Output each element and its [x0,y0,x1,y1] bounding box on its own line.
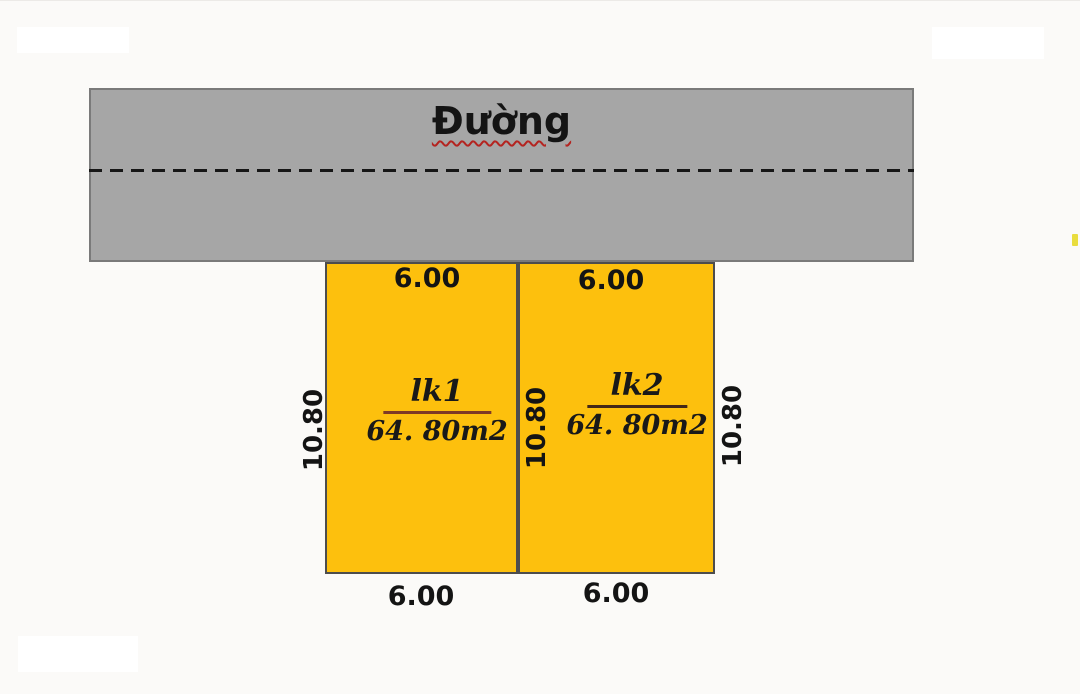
plot1-left-depth-label: 10.80 [299,388,329,472]
plot2-right-depth-label: 10.80 [718,384,748,468]
watermark-patch [18,636,138,672]
top-edge-line [0,0,1080,1]
plot2-top-width-label: 6.00 [577,265,645,296]
plot1-top-width-label: 6.00 [393,263,461,294]
road-label-text: Đường [431,99,572,143]
plot2-bottom-width-label: 6.00 [582,578,650,609]
road-label: Đường [91,98,912,146]
watermark-patch [17,27,129,53]
plot1-area-label: 64. 80m2 [366,415,508,447]
plot1-label-group: lk1 64. 80m2 [366,376,507,446]
plot2-left-depth-label: 10.80 [522,386,552,470]
plot1-fraction-line [383,410,491,414]
plot2-area-label: 64. 80m2 [566,409,708,441]
plot1-name: lk1 [410,374,464,409]
plot-lk1 [325,262,518,574]
plot2-fraction-line [587,404,687,408]
yellow-edge-artifact [1072,234,1078,246]
road-area: Đường [89,88,914,262]
watermark-patch [932,27,1044,59]
plot2-name: lk2 [610,368,664,403]
plot2-label-group: lk2 64. 80m2 [566,370,707,440]
road-centerline-dashed [89,169,914,172]
plot1-bottom-width-label: 6.00 [387,581,455,612]
plot-lk2 [518,262,715,574]
